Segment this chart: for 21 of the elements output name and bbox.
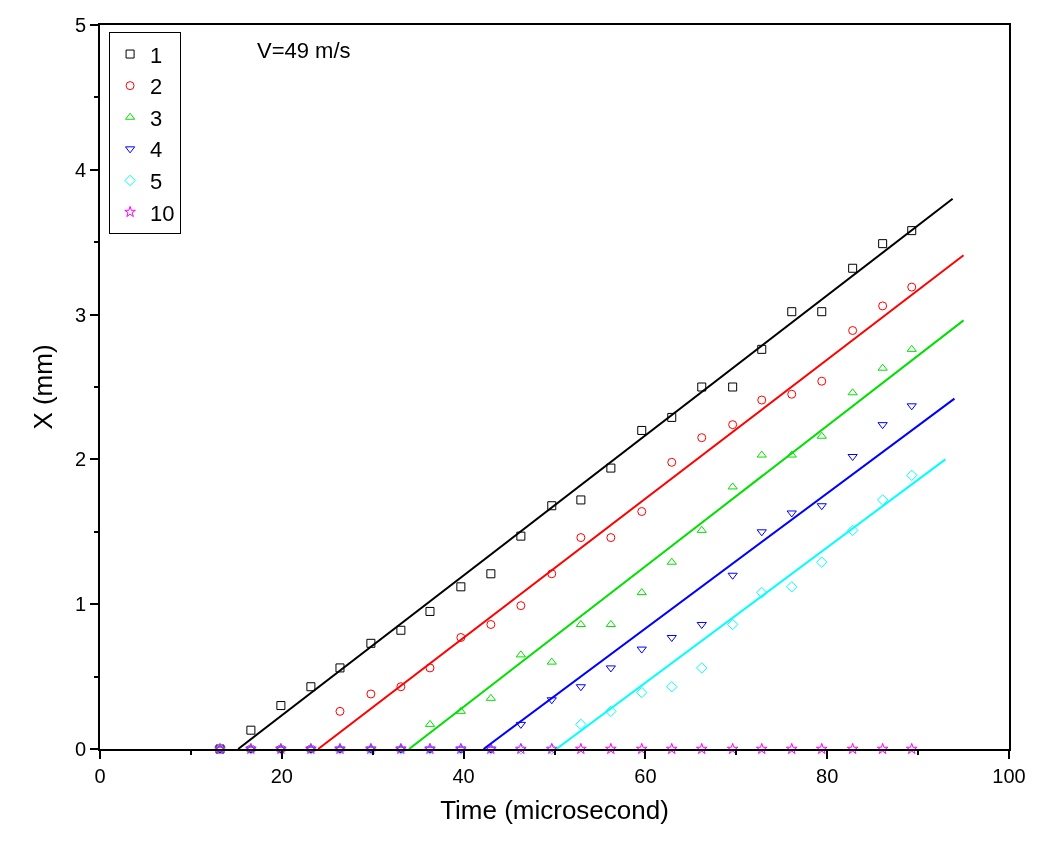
y-axis-title: X (mm) [27, 344, 58, 430]
y-tick-label: 4 [74, 158, 86, 181]
y-tick-label: 0 [74, 738, 86, 760]
legend-label: 10 [150, 200, 175, 226]
x-tick-label: 60 [634, 765, 657, 787]
legend-label: 5 [150, 169, 163, 195]
x-axis-title: Time (microsecond) [440, 795, 669, 826]
legend-label: 1 [150, 42, 163, 68]
y-tick-label: 2 [74, 448, 86, 471]
x-tick-label: 80 [816, 765, 839, 787]
x-tick-label: 0 [94, 765, 106, 787]
legend-label: 4 [150, 137, 163, 163]
y-tick-label: 3 [74, 303, 86, 326]
annotation: V=49 m/s [257, 38, 351, 63]
x-tick-label: 100 [992, 765, 1026, 787]
legend-label: 3 [150, 105, 163, 131]
y-tick-label: 1 [74, 593, 86, 616]
x-tick-label: 40 [452, 765, 475, 787]
x-tick-label: 20 [270, 765, 293, 787]
legend-label: 2 [150, 74, 163, 100]
y-tick-label: 5 [74, 14, 86, 36]
